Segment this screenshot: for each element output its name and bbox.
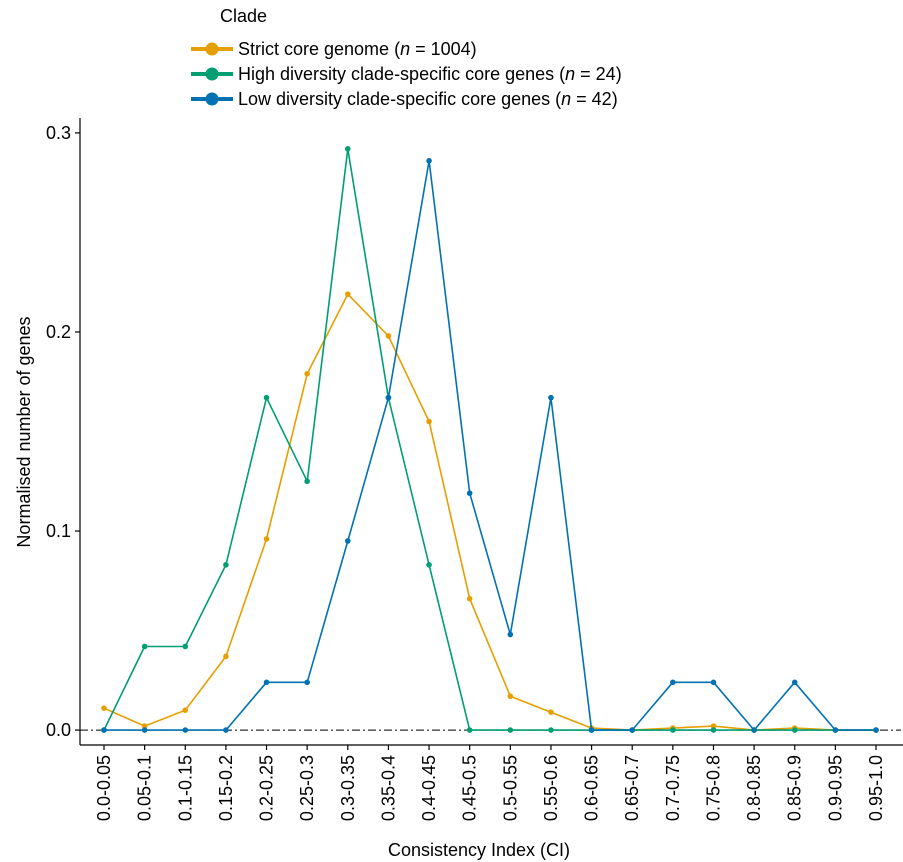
y-tick-label: 0.2 xyxy=(46,322,71,342)
y-ticks: 0.0 0.1 0.2 0.3 xyxy=(46,123,80,740)
data-point xyxy=(791,727,798,733)
data-point xyxy=(426,418,432,425)
data-point xyxy=(101,705,107,711)
data-point xyxy=(670,679,676,686)
legend-key-marker xyxy=(205,67,219,81)
legend-key-marker xyxy=(205,92,219,106)
x-tick-label: 0.15-0.2 xyxy=(216,755,236,821)
data-point xyxy=(507,727,514,733)
data-point xyxy=(588,727,595,733)
data-point xyxy=(507,693,514,700)
series-2 xyxy=(101,146,879,733)
x-tick-label: 0.65-0.7 xyxy=(622,755,642,821)
data-point xyxy=(141,723,148,729)
x-tick-label: 0.85-0.9 xyxy=(785,755,805,821)
x-ticks: 0.0-0.05 0.05-0.1 0.1-0.15 0.15-0.2 0.2-0.25… xyxy=(94,745,886,821)
legend: Clade Strict core genome (n = 1004) High … xyxy=(191,6,622,109)
x-tick-label: 0.0-0.05 xyxy=(94,755,114,821)
x-tick-label: 0.7-0.75 xyxy=(663,755,683,821)
data-point xyxy=(548,709,554,715)
data-point xyxy=(101,727,107,733)
series-line xyxy=(103,293,876,731)
data-point xyxy=(263,536,270,542)
legend-title: Clade xyxy=(220,6,267,26)
data-point xyxy=(873,727,879,733)
data-point xyxy=(344,146,351,152)
series-line xyxy=(103,148,876,731)
data-point xyxy=(344,291,351,297)
x-tick-label: 0.4-0.45 xyxy=(419,755,439,821)
data-point xyxy=(385,394,392,401)
legend-key xyxy=(191,92,233,106)
data-point xyxy=(182,707,189,713)
data-point xyxy=(710,727,717,733)
data-point xyxy=(466,595,473,602)
x-tick-label: 0.75-0.8 xyxy=(703,755,723,821)
data-point xyxy=(791,679,798,686)
x-tick-label: 0.35-0.4 xyxy=(378,755,398,821)
y-axis-label: Normalised number of genes xyxy=(14,316,34,547)
data-point xyxy=(304,679,310,686)
data-point xyxy=(751,727,757,733)
x-tick-label: 0.8-0.85 xyxy=(744,755,764,821)
data-point xyxy=(548,727,554,733)
x-tick-label: 0.2-0.25 xyxy=(257,755,277,821)
legend-key xyxy=(191,67,233,81)
data-point xyxy=(223,653,229,660)
x-tick-label: 0.95-1.0 xyxy=(866,755,886,821)
data-point xyxy=(426,157,432,164)
data-point xyxy=(141,643,148,650)
data-point xyxy=(670,727,676,733)
series-1 xyxy=(101,291,879,733)
data-point xyxy=(304,370,310,377)
x-tick-label: 0.55-0.6 xyxy=(541,755,561,821)
legend-key xyxy=(191,42,233,56)
x-tick-label: 0.5-0.55 xyxy=(500,755,520,821)
data-point xyxy=(548,394,554,401)
data-point xyxy=(710,679,717,686)
data-point xyxy=(385,333,392,339)
data-point xyxy=(466,490,473,497)
x-tick-label: 0.9-0.95 xyxy=(825,755,845,821)
data-point xyxy=(223,562,229,568)
legend-label: Strict core genome (n = 1004) xyxy=(238,39,477,59)
data-point xyxy=(182,727,189,733)
data-point xyxy=(263,394,270,401)
data-point xyxy=(507,631,514,638)
data-point xyxy=(141,727,148,733)
data-point xyxy=(629,727,636,733)
x-tick-label: 0.3-0.35 xyxy=(338,755,358,821)
data-point xyxy=(426,562,432,568)
series-line xyxy=(104,160,876,731)
data-point xyxy=(182,643,189,650)
series-layer xyxy=(101,146,879,733)
data-point xyxy=(710,723,717,729)
x-axis-label: Consistency Index (CI) xyxy=(388,840,570,860)
y-tick-label: 0.0 xyxy=(46,720,71,740)
y-tick-label: 0.1 xyxy=(46,521,71,541)
data-point xyxy=(223,727,229,733)
y-tick-label: 0.3 xyxy=(46,123,71,143)
legend-key-marker xyxy=(205,42,219,56)
data-point xyxy=(466,727,473,733)
x-tick-label: 0.6-0.65 xyxy=(582,755,602,821)
x-tick-label: 0.25-0.3 xyxy=(297,755,317,821)
x-tick-label: 0.05-0.1 xyxy=(135,755,155,821)
series-3 xyxy=(101,157,879,733)
x-tick-label: 0.1-0.15 xyxy=(175,755,195,821)
legend-label: Low diversity clade-specific core genes … xyxy=(238,89,618,109)
legend-label: High diversity clade-specific core genes… xyxy=(238,64,622,84)
x-tick-label: 0.45-0.5 xyxy=(460,755,480,821)
data-point xyxy=(263,679,270,686)
data-point xyxy=(344,538,351,544)
data-point xyxy=(832,727,839,733)
data-point xyxy=(304,478,310,485)
